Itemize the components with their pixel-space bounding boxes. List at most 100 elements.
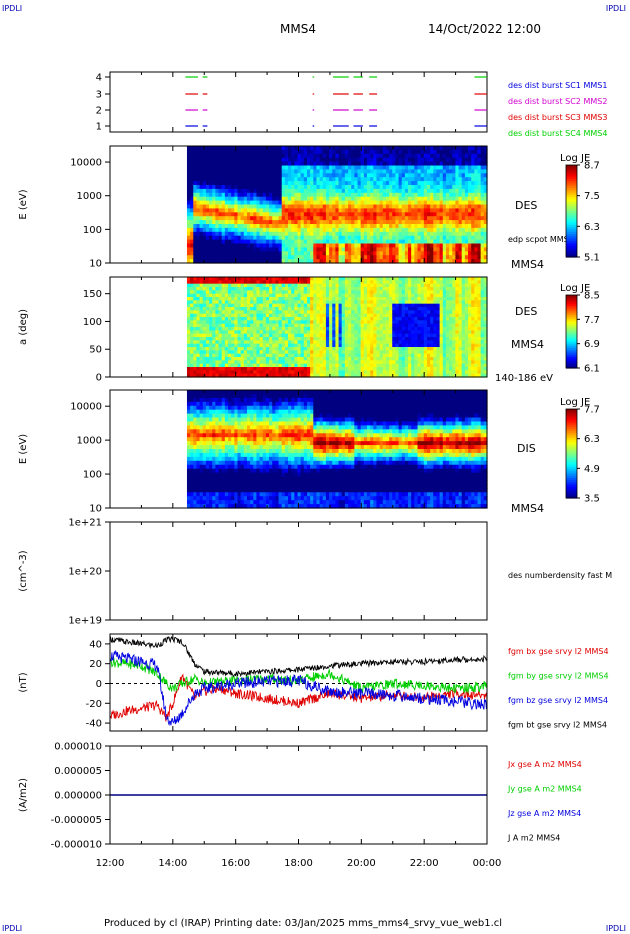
spectrogram-cell [281,177,286,182]
spectrogram-cell [426,153,431,159]
spectrogram-cell [250,350,254,355]
spectrogram-cell [297,200,302,206]
spectrogram-cell [329,224,333,229]
spectrogram-cell [420,146,425,151]
spectrogram-cell [237,247,242,252]
spectrogram-cell [332,340,337,345]
spectrogram-cell [300,247,305,252]
spectrogram-cell [256,169,261,174]
spectrogram-cell [464,212,469,217]
spectrogram-cell [322,307,327,311]
spectrogram-cell [294,227,299,233]
spectrogram-cell [221,181,226,186]
spectrogram-cell [291,303,295,308]
spectrogram-cell [414,216,419,221]
spectrogram-cell [376,360,381,365]
spectrogram-cell [265,251,270,256]
spectrogram-cell [360,224,365,229]
spectrogram-cell [313,161,318,167]
spectrogram-cell [297,373,302,378]
spectrogram-cell [329,323,333,328]
spectrogram-cell [209,247,213,252]
spectrogram-cell [433,169,438,174]
spectrogram-cell [398,235,403,241]
spectrogram-cell [338,293,343,298]
spectrogram-cell [366,360,371,365]
spectrogram-cell [322,370,327,375]
spectrogram-cell [313,290,318,295]
spectrogram-cell [281,161,286,167]
spectrogram-cell [272,300,276,305]
spectrogram-cell [471,161,475,167]
spectrogram-cell [228,224,232,229]
spectrogram-cell [265,363,270,368]
spectrogram-cell [310,251,314,256]
spectrogram-cell [344,300,349,305]
spectrogram-cell [199,370,204,375]
spectrogram-cell [303,287,308,291]
spectrogram-cell [370,251,374,256]
spectrogram-cell [332,220,337,225]
spectrogram-cell [376,165,381,170]
spectrogram-cell [401,200,406,206]
spectrogram-cell [186,204,191,209]
spectrogram-cell [338,310,343,315]
spectrogram-cell [325,357,330,361]
spectrogram-cell [291,290,295,295]
spectrogram-cell [218,363,223,368]
spectrogram-cell [373,303,378,308]
spectrogram-cell [370,153,374,159]
spectrogram-cell [265,200,270,206]
spectrogram-cell [212,307,216,311]
spectrogram-cell [209,192,213,198]
spectrogram-cell [231,320,235,325]
spectrogram-cell [278,192,283,198]
spectrogram-cell [275,287,280,291]
spectrogram-cell [370,367,374,371]
spectrogram-cell [366,196,371,202]
spectrogram-cell [256,255,261,260]
spectrogram-cell [382,157,387,163]
spectrogram-cell [335,303,340,308]
spectrogram-cell [190,307,194,311]
spectrogram-cell [464,200,469,206]
spectrogram-cell [190,224,194,229]
spectrogram-cell [310,280,314,285]
spectrogram-cell [439,216,444,221]
spectrogram-cell [209,337,213,341]
spectrogram-cell [243,310,248,315]
spectrogram-cell [379,235,384,241]
spectrogram-cell [306,188,311,194]
spectrogram-cell [300,235,305,241]
spectrogram-cell [341,353,346,358]
spectrogram-cell [322,185,327,190]
spectrogram-cell [316,173,321,178]
spectrogram-cell [303,259,308,264]
spectrogram-cell [373,153,378,159]
spectrogram-cell [464,251,469,256]
spectrogram-cell [385,200,390,206]
spectrogram-cell [253,327,258,331]
spectrogram-cell [392,157,397,163]
spectrogram-cell [186,363,191,368]
spectrogram-cell [231,330,235,335]
spectrogram-cell [234,350,239,355]
spectrogram-cell [243,333,248,338]
spectrogram-cell [455,169,460,174]
spectrogram-cell [240,353,245,358]
spectrogram-cell [228,204,232,209]
spectrogram-cell [281,243,286,248]
spectrogram-cell [212,330,216,335]
spectrogram-cell [313,259,318,264]
spectrogram-cell [329,277,333,281]
spectrogram-cell [385,204,390,209]
spectrogram-cell [199,320,204,325]
spectrogram-cell [354,300,359,305]
spectrogram-cell [389,300,393,305]
spectrogram-cell [395,247,400,252]
spectrogram-cell [392,327,397,331]
spectrogram-cell [338,357,343,361]
spectrogram-cell [205,161,210,167]
spectrogram-cell [480,196,485,202]
spectrogram-cell [376,251,381,256]
